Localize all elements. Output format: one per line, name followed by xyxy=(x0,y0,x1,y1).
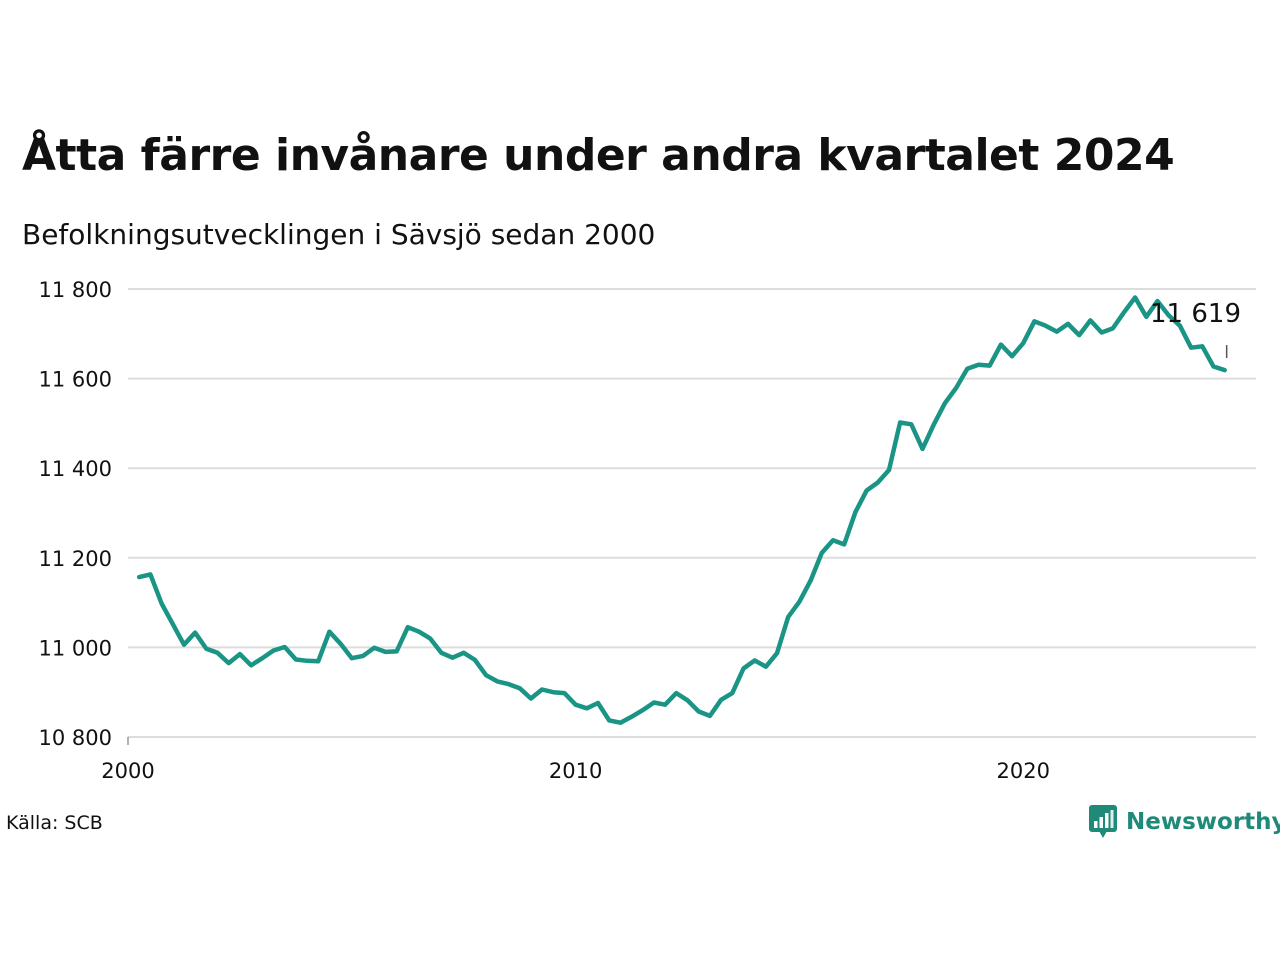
chart-subtitle: Befolkningsutvecklingen i Sävsjö sedan 2… xyxy=(22,218,656,251)
newsworthy-logo-text: Newsworthy xyxy=(1126,809,1280,835)
y-tick-label: 11 600 xyxy=(39,368,112,392)
x-tick-label: 2000 xyxy=(101,759,154,783)
source-note: Källa: SCB xyxy=(6,812,103,834)
end-value-label: 11 619 xyxy=(1150,299,1241,329)
newsworthy-logo: Newsworthy xyxy=(1088,804,1280,840)
gridlines xyxy=(128,288,1256,738)
y-tick-label: 11 200 xyxy=(39,547,112,571)
newsworthy-logo-icon xyxy=(1089,805,1117,838)
series-lines xyxy=(136,295,1227,725)
y-tick-label: 10 800 xyxy=(39,726,112,750)
series-line xyxy=(136,295,1227,725)
y-tick-label: 11 400 xyxy=(39,457,112,481)
chart-title: Åtta färre invånare under andra kvartale… xyxy=(22,130,1175,181)
x-axis: 2000 2010 2020 xyxy=(101,737,1050,783)
end-annotation: 11 619 xyxy=(1150,299,1241,359)
y-tick-label: 11 800 xyxy=(39,278,112,302)
x-tick-label: 2010 xyxy=(549,759,602,783)
y-axis: 10 800 11 000 11 200 11 400 11 600 11 800 xyxy=(39,278,112,750)
y-tick-label: 11 000 xyxy=(39,636,112,660)
x-tick-label: 2020 xyxy=(997,759,1050,783)
